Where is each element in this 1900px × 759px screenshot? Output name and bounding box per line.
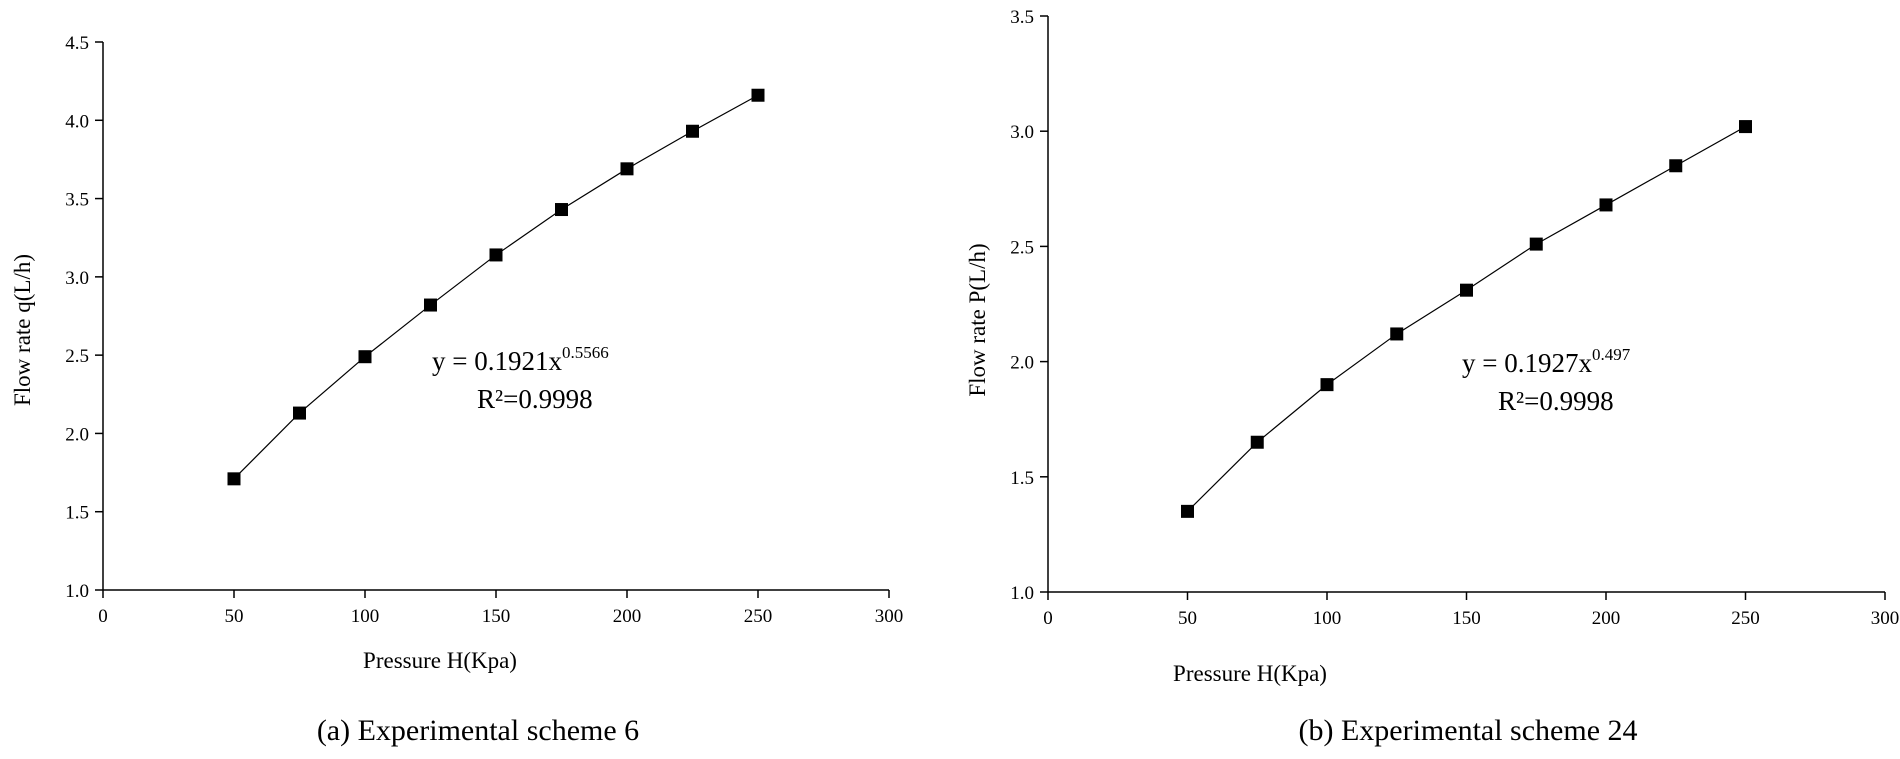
y-ticks: 1.0 1.5 2.0 2.5 3.0 3.5 bbox=[1010, 7, 1048, 604]
data-point bbox=[1529, 237, 1543, 251]
y-tick-label: 2.5 bbox=[1010, 237, 1034, 258]
data-point bbox=[489, 248, 503, 262]
x-ticks: 0 50 100 150 200 250 300 bbox=[1043, 592, 1899, 629]
x-tick-label: 0 bbox=[98, 606, 108, 627]
y-axis-label: Flow rate q(L/h) bbox=[10, 254, 35, 406]
y-ticks: 1.0 1.5 2.0 2.5 3.0 3.5 4.0 4.5 bbox=[65, 33, 103, 602]
y-tick-label: 1.0 bbox=[1010, 583, 1034, 604]
x-tick-label: 200 bbox=[613, 606, 642, 627]
x-tick-label: 50 bbox=[1178, 608, 1197, 629]
x-ticks: 0 50 100 150 200 250 300 bbox=[98, 590, 903, 627]
panel-caption: (a) Experimental scheme 6 bbox=[317, 714, 639, 747]
x-axis-label: Pressure H(Kpa) bbox=[363, 648, 517, 673]
x-tick-label: 0 bbox=[1043, 608, 1053, 629]
chart-panel-a: 1.0 1.5 2.0 2.5 3.0 3.5 4.0 4.5 0 50 100 150 200 250… bbox=[10, 33, 903, 747]
x-tick-label: 250 bbox=[1731, 608, 1760, 629]
x-tick-label: 100 bbox=[1313, 608, 1342, 629]
y-tick-label: 3.0 bbox=[1010, 122, 1034, 143]
data-point bbox=[1181, 504, 1194, 518]
x-tick-label: 150 bbox=[482, 606, 511, 627]
y-tick-label: 2.0 bbox=[65, 424, 89, 445]
x-tick-label: 300 bbox=[1871, 608, 1900, 629]
fit-equation: y = 0.1921x0.5566 bbox=[432, 343, 609, 376]
y-tick-label: 2.5 bbox=[65, 346, 89, 367]
data-point bbox=[1460, 283, 1473, 297]
x-tick-label: 50 bbox=[225, 606, 244, 627]
data-point bbox=[1390, 327, 1404, 341]
data-points bbox=[1181, 120, 1752, 518]
data-point bbox=[227, 472, 241, 486]
y-tick-label: 3.5 bbox=[1010, 7, 1034, 28]
data-point bbox=[1250, 435, 1264, 449]
fit-equation: y = 0.1927x0.497 bbox=[1462, 345, 1631, 378]
x-tick-label: 250 bbox=[744, 606, 773, 627]
fit-equation-exponent: 0.497 bbox=[1592, 345, 1631, 364]
panel-caption: (b) Experimental scheme 24 bbox=[1298, 714, 1637, 747]
data-points bbox=[227, 88, 765, 486]
data-point bbox=[751, 88, 765, 102]
fit-equation-base: y = 0.1927x bbox=[1462, 348, 1592, 378]
data-point bbox=[686, 124, 699, 138]
x-tick-label: 200 bbox=[1592, 608, 1621, 629]
y-tick-label: 1.0 bbox=[65, 581, 89, 602]
x-tick-label: 150 bbox=[1452, 608, 1481, 629]
r-squared: R²=0.9998 bbox=[1498, 386, 1614, 416]
data-point bbox=[424, 298, 437, 312]
fit-equation-base: y = 0.1921x bbox=[432, 346, 562, 376]
y-tick-label: 4.5 bbox=[65, 33, 89, 54]
y-axis-label: Flow rate P(L/h) bbox=[965, 243, 990, 396]
fit-equation-exponent: 0.5566 bbox=[562, 343, 609, 362]
y-tick-label: 2.0 bbox=[1010, 353, 1034, 374]
data-point bbox=[358, 350, 372, 364]
x-tick-label: 100 bbox=[351, 606, 380, 627]
y-tick-label: 1.5 bbox=[65, 503, 89, 524]
y-tick-label: 1.5 bbox=[1010, 468, 1034, 489]
x-tick-label: 300 bbox=[875, 606, 904, 627]
chart-panel-b: 1.0 1.5 2.0 2.5 3.0 3.5 0 50 100 150 200 250 300 Pr… bbox=[965, 7, 1899, 747]
series-line bbox=[1187, 126, 1746, 512]
data-point bbox=[555, 203, 568, 217]
data-point bbox=[293, 406, 306, 420]
series-line bbox=[233, 94, 759, 480]
data-point bbox=[1320, 378, 1334, 392]
r-squared: R²=0.9998 bbox=[477, 384, 593, 414]
y-tick-label: 4.0 bbox=[65, 111, 89, 132]
y-tick-label: 3.0 bbox=[65, 268, 89, 289]
data-point bbox=[1669, 159, 1683, 173]
y-tick-label: 3.5 bbox=[65, 190, 89, 211]
data-point bbox=[620, 162, 634, 176]
x-axis-label: Pressure H(Kpa) bbox=[1173, 661, 1327, 686]
data-point bbox=[1599, 198, 1613, 212]
data-point bbox=[1739, 120, 1752, 134]
